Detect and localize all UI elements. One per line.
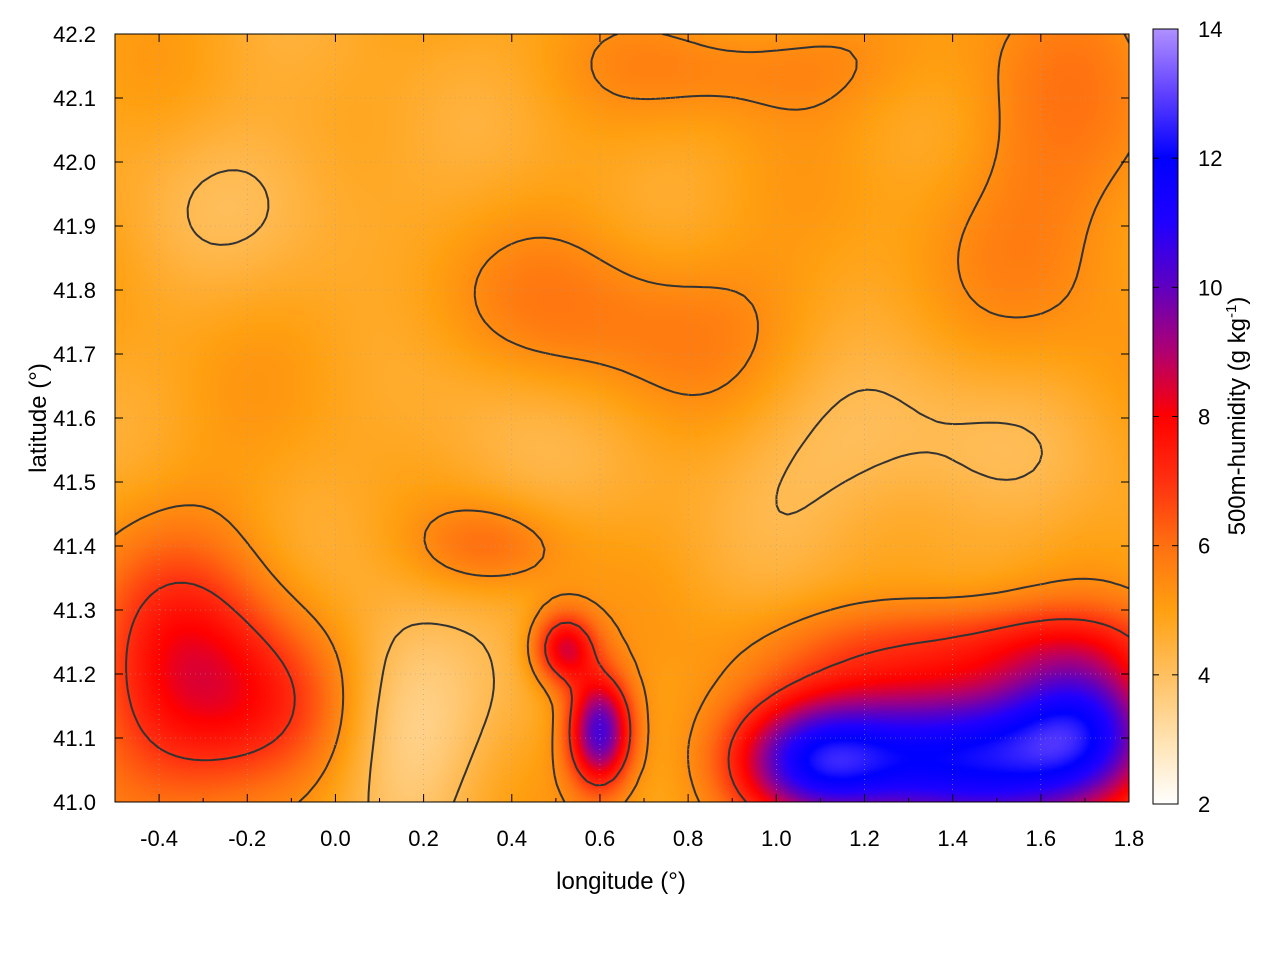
x-tick-label: 0.6 <box>585 826 616 851</box>
x-tick-label: -0.4 <box>140 826 178 851</box>
colorbar-tick-label: 2 <box>1198 792 1210 817</box>
colorbar-tick-label: 8 <box>1198 405 1210 430</box>
y-tick-label: 41.6 <box>53 406 96 431</box>
y-tick-label: 41.3 <box>53 598 96 623</box>
x-tick-label: 1.0 <box>761 826 792 851</box>
x-tick-label: 0.8 <box>673 826 704 851</box>
y-tick-label: 42.0 <box>53 150 96 175</box>
contour-line <box>186 169 1043 802</box>
y-tick-label: 41.2 <box>53 662 96 687</box>
x-tick-label: -0.2 <box>228 826 266 851</box>
x-tick-label: 0.0 <box>320 826 351 851</box>
x-axis: -0.4 -0.2 0.0 0.2 0.4 0.6 0.8 1.0 1.2 1.4 1.6 1.8 <box>140 34 1144 851</box>
x-tick-label: 1.8 <box>1114 826 1145 851</box>
y-tick-label: 41.1 <box>53 726 96 751</box>
y-axis: 41.0 41.1 41.2 41.3 41.4 41.5 41.6 41.7 41.8 41.9… <box>53 22 1129 815</box>
y-tick-label: 42.2 <box>53 22 96 47</box>
y-tick-label: 41.5 <box>53 470 96 495</box>
x-axis-label: longitude (°) <box>556 868 686 895</box>
colorbar-axis: 2 4 6 8 10 12 14 <box>1153 17 1222 817</box>
colorbar-tick-label: 4 <box>1198 663 1210 688</box>
colorbar-tick-label: 10 <box>1198 275 1222 300</box>
x-tick-label: 0.2 <box>408 826 439 851</box>
y-tick-label: 42.1 <box>53 86 96 111</box>
x-tick-label: 1.2 <box>849 826 880 851</box>
colorbar-label: 500m-humidity (g kg-1) <box>1223 297 1251 536</box>
grid-lines <box>115 34 1129 802</box>
y-tick-label: 41.7 <box>53 342 96 367</box>
heatmap-field <box>115 34 1129 802</box>
colorbar-tick-label: 12 <box>1198 146 1222 171</box>
y-tick-label: 41.4 <box>53 534 96 559</box>
y-tick-label: 41.9 <box>53 214 96 239</box>
y-axis-label: latitude (°) <box>25 363 52 473</box>
colorbar-label-close: ) <box>1224 297 1251 305</box>
y-tick-label: 41.8 <box>53 278 96 303</box>
x-tick-label: 1.4 <box>937 826 968 851</box>
colorbar-label-exponent: -1 <box>1223 305 1240 318</box>
x-tick-label: 0.4 <box>496 826 527 851</box>
y-tick-label: 41.0 <box>53 790 96 815</box>
x-tick-label: 1.6 <box>1026 826 1057 851</box>
colorbar-tick-label: 14 <box>1198 17 1222 42</box>
contour-line <box>125 581 1129 802</box>
colorbar-tick-label: 6 <box>1198 534 1210 559</box>
colorbar-label-main: 500m-humidity (g kg <box>1224 318 1251 535</box>
